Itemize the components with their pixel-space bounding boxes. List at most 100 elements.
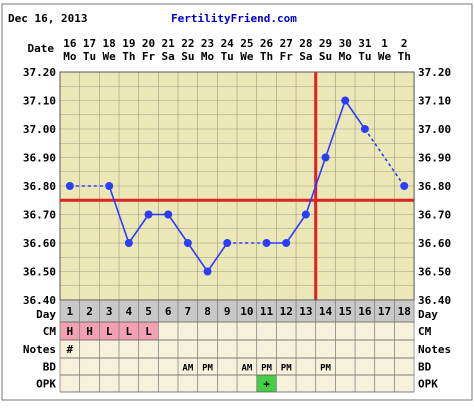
chart-header-date: Dec 16, 2013 xyxy=(8,12,87,25)
y-tick-label-left: 36.50 xyxy=(23,266,56,279)
notes-cell: # xyxy=(67,343,74,356)
day-number: 7 xyxy=(185,305,192,318)
temp-segment xyxy=(128,214,150,244)
y-tick-label-right: 37.00 xyxy=(418,123,451,136)
y-tick-label-left: 36.60 xyxy=(23,237,56,250)
y-tick-label-right: 37.20 xyxy=(418,66,451,79)
date-label: 30 xyxy=(339,37,352,50)
opk-positive-cell xyxy=(256,375,277,392)
temp-point xyxy=(124,239,133,247)
date-label: 21 xyxy=(162,37,176,50)
y-tick-label-right: 36.40 xyxy=(418,294,451,307)
date-label: 18 xyxy=(103,37,116,50)
y-tick-label-right: 36.90 xyxy=(418,152,451,165)
weekday-label: Sa xyxy=(162,50,175,63)
y-tick-label-left: 36.80 xyxy=(23,180,56,193)
day-number: 2 xyxy=(86,305,93,318)
bd-cell: PM xyxy=(281,364,292,374)
y-tick-label-left: 37.20 xyxy=(23,66,56,79)
opk-cell: + xyxy=(263,378,270,391)
weekday-label: Tu xyxy=(221,50,234,63)
day-number: 15 xyxy=(339,305,352,318)
cm-cell: H xyxy=(86,325,93,338)
date-label: 31 xyxy=(358,37,372,50)
bd-cell: PM xyxy=(202,364,213,374)
bd-cell: PM xyxy=(261,364,272,374)
temp-point xyxy=(183,239,192,247)
temp-segment xyxy=(285,214,307,244)
outer-frame xyxy=(1,3,473,401)
day-number: 17 xyxy=(378,305,391,318)
temp-segment xyxy=(344,100,366,130)
date-label: 1 xyxy=(381,37,388,50)
weekday-label: We xyxy=(103,50,117,63)
temp-point xyxy=(282,239,291,247)
temp-point xyxy=(400,182,409,190)
temp-point xyxy=(341,96,350,105)
temp-segment xyxy=(187,242,209,272)
temp-point xyxy=(105,182,114,190)
y-tick-label-left: 37.00 xyxy=(23,123,56,136)
weekday-label: Th xyxy=(122,50,135,63)
y-tick-label-left: 36.40 xyxy=(23,294,56,307)
temp-segment xyxy=(108,185,130,244)
day-number: 6 xyxy=(165,305,172,318)
temp-point xyxy=(223,239,232,247)
weekday-label: Su xyxy=(319,50,332,63)
temp-segment xyxy=(167,214,189,244)
weekday-label: Fr xyxy=(142,50,156,63)
y-tick-label-left: 37.10 xyxy=(23,95,56,108)
cm-cell-fill xyxy=(99,322,120,340)
temp-point xyxy=(360,125,369,133)
temp-point xyxy=(203,267,212,276)
cm-cell-fill xyxy=(79,322,100,340)
y-tick-label-right: 37.10 xyxy=(418,95,451,108)
row-label-bd: BD xyxy=(43,361,57,374)
row-label-cm: CM xyxy=(43,325,57,338)
weekday-label: Mo xyxy=(63,50,77,63)
cm-cell: L xyxy=(145,325,152,338)
date-label: 20 xyxy=(142,37,155,50)
row-label-notes-right: Notes xyxy=(418,343,451,356)
date-label: 28 xyxy=(299,37,312,50)
row-label-date: Date xyxy=(28,42,55,55)
weekday-label: Mo xyxy=(201,50,215,63)
date-label: 17 xyxy=(83,37,96,50)
day-number: 5 xyxy=(145,305,152,318)
bd-cell: PM xyxy=(320,364,331,374)
date-label: 27 xyxy=(280,37,293,50)
row-label-opk: OPK xyxy=(36,378,56,391)
temp-segment xyxy=(324,100,346,158)
weekday-label: We xyxy=(240,50,254,63)
date-label: 26 xyxy=(260,37,274,50)
cm-cell: H xyxy=(67,325,74,338)
day-number: 12 xyxy=(280,305,293,318)
day-number: 8 xyxy=(204,305,211,318)
temp-point xyxy=(301,210,310,219)
day-number: 13 xyxy=(299,305,312,318)
row-label-bd-right: BD xyxy=(418,361,432,374)
weekday-label: We xyxy=(378,50,392,63)
temp-point xyxy=(65,182,74,190)
date-label: 23 xyxy=(201,37,214,50)
date-label: 16 xyxy=(63,37,77,50)
cm-cell: L xyxy=(106,325,113,338)
weekday-label: Fr xyxy=(280,50,294,63)
y-tick-label-left: 36.70 xyxy=(23,209,56,222)
temp-point xyxy=(144,210,153,219)
weekday-label: Mo xyxy=(339,50,353,63)
temp-point xyxy=(262,239,271,247)
cm-cell-fill xyxy=(60,322,80,340)
row-label-cm-right: CM xyxy=(418,325,432,338)
y-tick-label-right: 36.80 xyxy=(418,180,451,193)
date-label: 19 xyxy=(122,37,135,50)
row-label-notes: Notes xyxy=(23,343,56,356)
weekday-label: Sa xyxy=(299,50,312,63)
temp-point xyxy=(164,210,173,219)
date-label: 24 xyxy=(221,37,235,50)
day-number: 9 xyxy=(224,305,231,318)
date-label: 29 xyxy=(319,37,332,50)
day-number: 14 xyxy=(319,305,333,318)
